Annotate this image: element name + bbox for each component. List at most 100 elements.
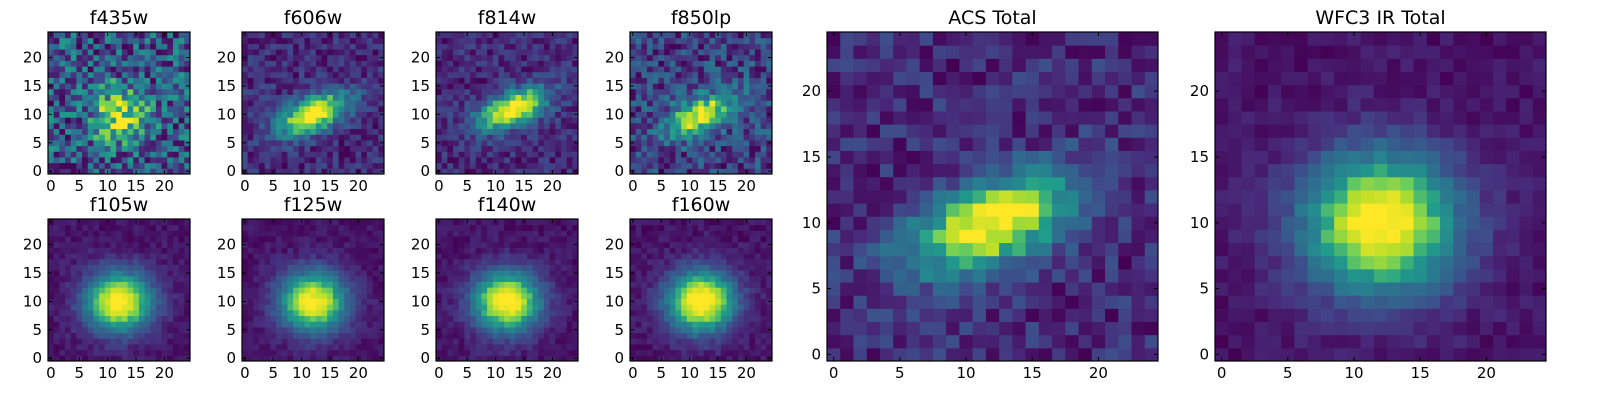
heatmap-cell [53, 332, 60, 339]
heatmap-cell [48, 60, 55, 67]
heatmap-cell [372, 253, 379, 260]
heatmap-cell [532, 247, 539, 254]
heatmap-cell [287, 83, 294, 90]
heatmap-cell [167, 241, 174, 248]
heatmap-cell [121, 77, 129, 84]
heatmap-cell [458, 219, 465, 226]
heatmap-cell [378, 275, 385, 282]
heatmap-cell [65, 134, 72, 141]
heatmap-cell [167, 309, 174, 317]
heatmap-cell [172, 247, 180, 254]
heatmap-cell [304, 49, 311, 56]
heatmap-cell [304, 66, 311, 73]
heatmap-cell [372, 275, 379, 282]
heatmap-cell [116, 321, 123, 328]
heatmap-cell [372, 54, 379, 61]
heatmap-cell [172, 236, 180, 243]
heatmap-cell [53, 151, 60, 158]
heatmap-cell [65, 43, 72, 50]
heatmap-cell [543, 66, 551, 73]
heatmap-cell [703, 332, 711, 339]
heatmap-cell [310, 156, 317, 164]
heatmap-cells [436, 32, 579, 175]
heatmap-cell [298, 77, 305, 84]
heatmap-cell [281, 264, 288, 271]
heatmap-cell [167, 49, 174, 56]
heatmap-cell [87, 66, 94, 73]
heatmap-cell [698, 37, 705, 44]
heatmap-cell [766, 156, 773, 164]
heatmap-cell [276, 315, 283, 322]
heatmap-cell [549, 134, 556, 141]
heatmap-cell [178, 60, 185, 67]
heatmap-cell [436, 332, 443, 339]
heatmap-cell [447, 326, 454, 334]
heatmap-cell [487, 71, 494, 78]
heatmap-cell [743, 332, 750, 339]
heatmap-cell [76, 349, 83, 356]
heatmap-cell [281, 49, 288, 56]
heatmap-cell [144, 134, 151, 141]
heatmap-cell [543, 247, 551, 254]
heatmap-cell [652, 275, 659, 282]
heatmap-cell [99, 338, 106, 345]
heatmap-cell [504, 224, 511, 231]
heatmap-cell [144, 32, 151, 39]
heatmap-cell [732, 338, 739, 345]
heatmap-cell [658, 139, 665, 147]
heatmap-cell [167, 315, 174, 322]
heatmap-cell [692, 349, 699, 356]
heatmap-cell [378, 100, 385, 107]
heatmap-cell [138, 275, 146, 282]
heatmap-cell [538, 145, 545, 152]
heatmap-cell [310, 32, 317, 39]
heatmap-cell [82, 236, 89, 243]
heatmap-cell [464, 241, 471, 248]
heatmap-cell [127, 32, 134, 39]
heatmap-cell [93, 71, 100, 78]
heatmap-cell [532, 264, 539, 271]
heatmap-cell [349, 304, 357, 311]
heatmap-cell [515, 264, 522, 271]
heatmap-cell [161, 309, 168, 317]
heatmap-cell [276, 264, 283, 271]
heatmap-cell [304, 343, 311, 351]
heatmap-cell [492, 60, 499, 67]
heatmap-cell [338, 77, 345, 84]
heatmap-cell [276, 71, 283, 78]
heatmap-cell [281, 349, 288, 356]
heatmap-cell [647, 321, 654, 328]
heatmap-cell [184, 309, 191, 317]
heatmap-cell [287, 338, 294, 345]
heatmap-cell [133, 94, 140, 101]
heatmap-cell [264, 236, 271, 243]
heatmap-cell [138, 156, 146, 164]
heatmap-cell [692, 83, 699, 90]
heatmap-cell [104, 224, 111, 231]
heatmap-cell [732, 66, 739, 73]
heatmap-cell [475, 338, 482, 345]
heatmap-cell [720, 37, 728, 44]
heatmap-cell [698, 281, 705, 288]
heatmap-cell [167, 128, 174, 135]
heatmap-cell [161, 117, 168, 124]
heatmap-cell [287, 349, 294, 356]
heatmap-cell [737, 338, 745, 345]
heatmap-cell [532, 49, 539, 56]
panel-title: f814w [478, 7, 537, 29]
heatmap-cell [572, 94, 579, 101]
heatmap-cell [87, 60, 94, 67]
heatmap-cell [310, 117, 317, 124]
heatmap-cell [566, 332, 573, 339]
heatmap-cell [504, 168, 511, 175]
heatmap-cell [104, 145, 111, 152]
heatmap-cell [630, 100, 637, 107]
heatmap-cell [766, 162, 773, 169]
heatmap-cell [87, 94, 94, 101]
heatmap-cell [749, 83, 756, 90]
heatmap-cell [242, 37, 249, 44]
heatmap-cell [76, 156, 83, 164]
heatmap-cell [259, 77, 266, 84]
heatmap-cell [481, 37, 488, 44]
heatmap-cell [121, 332, 129, 339]
